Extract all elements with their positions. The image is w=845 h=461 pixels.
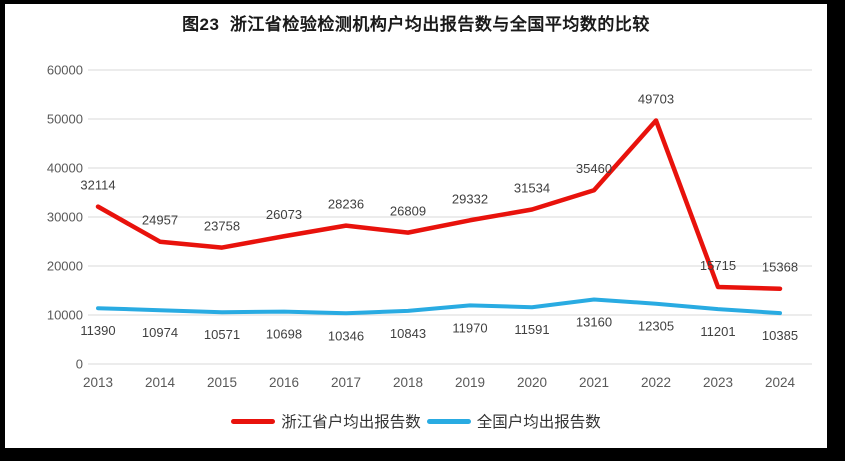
x-axis-tick-label: 2023 xyxy=(703,375,733,390)
y-axis-tick-label: 0 xyxy=(76,357,83,372)
frame-edge-bottom xyxy=(0,448,845,461)
y-axis-tick-label: 20000 xyxy=(47,259,83,274)
frame-edge-left xyxy=(0,0,5,461)
data-label: 12305 xyxy=(638,319,674,334)
frame-edge-top xyxy=(0,0,845,4)
data-label: 11201 xyxy=(700,324,735,339)
data-label: 11390 xyxy=(80,323,115,338)
data-label: 26809 xyxy=(390,204,426,219)
x-axis-tick-label: 2019 xyxy=(455,375,485,390)
series-line-1 xyxy=(96,297,782,316)
y-axis-tick-label: 10000 xyxy=(47,308,83,323)
legend-item-national: 全国户均出报告数 xyxy=(426,410,601,432)
x-axis-tick-label: 2016 xyxy=(269,375,299,390)
data-label: 13160 xyxy=(576,315,612,330)
x-axis-tick-label: 2021 xyxy=(579,375,609,390)
x-axis-tick-label: 2017 xyxy=(331,375,361,390)
data-label: 28236 xyxy=(328,197,364,212)
y-axis-tick-label: 40000 xyxy=(47,161,83,176)
x-axis-tick-label: 2018 xyxy=(393,375,423,390)
series-line-0 xyxy=(95,118,783,291)
data-label: 10974 xyxy=(142,325,178,340)
data-label: 35460 xyxy=(576,161,612,176)
data-label: 32114 xyxy=(80,178,115,193)
data-label: 15715 xyxy=(700,258,736,273)
data-label: 10385 xyxy=(762,328,798,343)
x-axis-tick-label: 2013 xyxy=(83,375,113,390)
data-label: 24957 xyxy=(142,213,178,228)
chart-title: 图23 浙江省检验检测机构户均出报告数与全国平均数的比较 xyxy=(182,15,650,34)
national-series-swatch xyxy=(426,418,471,424)
data-label: 15368 xyxy=(762,260,798,275)
x-axis-tick-label: 2020 xyxy=(517,375,547,390)
legend-label-national: 全国户均出报告数 xyxy=(476,414,601,431)
data-label: 23758 xyxy=(204,219,240,234)
y-axis-tick-label: 30000 xyxy=(47,210,83,225)
data-label: 10843 xyxy=(390,326,426,341)
y-axis-tick-label: 60000 xyxy=(47,63,83,78)
data-label: 10571 xyxy=(204,327,240,342)
data-label: 11970 xyxy=(452,320,487,335)
zhejiang-series-swatch xyxy=(231,418,276,424)
x-axis-tick-label: 2014 xyxy=(145,375,176,390)
data-label: 11591 xyxy=(514,322,549,337)
data-label: 29332 xyxy=(452,191,488,206)
data-label: 10698 xyxy=(266,327,302,342)
legend-label-zhejiang: 浙江省户均出报告数 xyxy=(281,414,421,431)
data-label: 31534 xyxy=(514,180,550,195)
data-label: 10346 xyxy=(328,328,364,343)
legend: 浙江省户均出报告数 全国户均出报告数 xyxy=(5,408,827,434)
frame-edge-right xyxy=(827,0,845,461)
y-axis-tick-label: 50000 xyxy=(47,112,83,127)
x-axis-tick-label: 2024 xyxy=(765,375,796,390)
data-label: 26073 xyxy=(266,207,302,222)
legend-item-zhejiang: 浙江省户均出报告数 xyxy=(231,410,421,432)
data-label: 49703 xyxy=(638,91,674,106)
x-axis-tick-label: 2022 xyxy=(641,375,671,390)
x-axis-tick-label: 2015 xyxy=(207,375,237,390)
